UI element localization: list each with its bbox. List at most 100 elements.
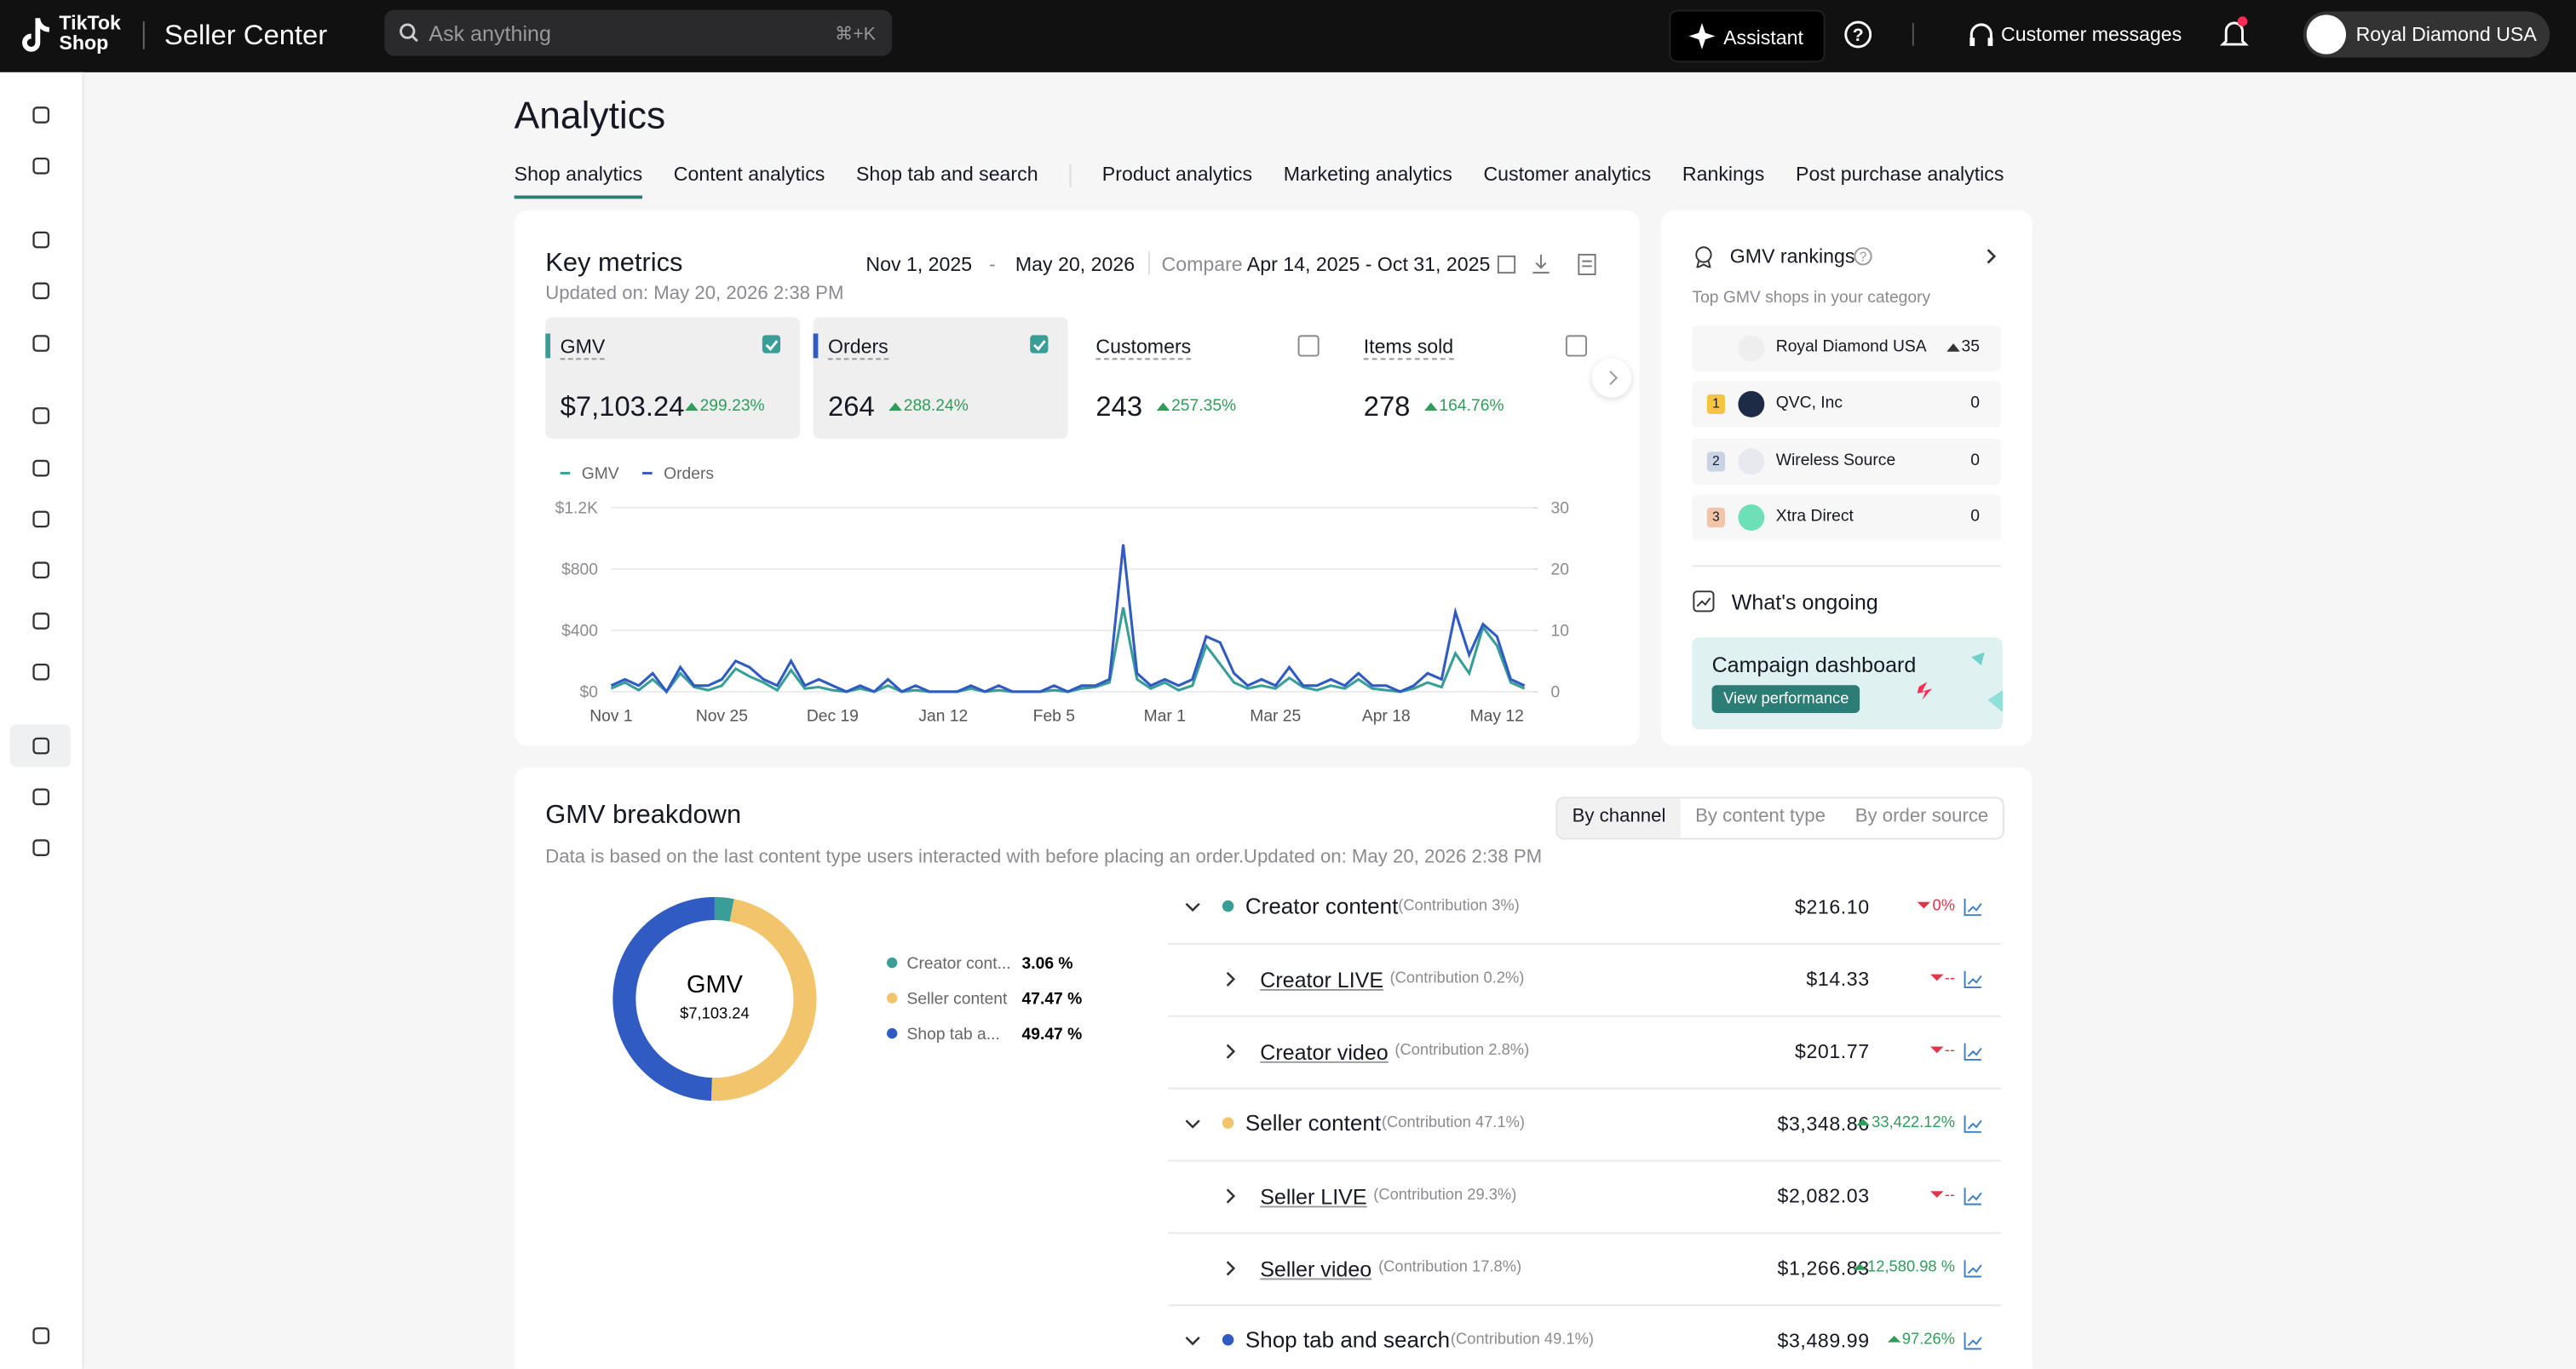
tab[interactable]: Rankings [1682, 162, 1765, 186]
chart-icon [1964, 1188, 1982, 1205]
trend-icon [1156, 402, 1170, 411]
tab[interactable]: Shop tab and search [855, 162, 1038, 186]
compare-range[interactable]: Apr 14, 2025 - Oct 31, 2025 [1246, 252, 1491, 276]
channel-row[interactable]: Shop tab and search (Contribution 49.1%) $… [1168, 1304, 2001, 1368]
campaign-card[interactable]: Campaign dashboard View performance [1692, 637, 2003, 730]
channel-change: 0% [1918, 897, 1955, 915]
date-end[interactable]: May 20, 2026 [1015, 252, 1136, 276]
sidebar [0, 72, 84, 1369]
nav-icon [32, 561, 50, 579]
contribution: (Contribution 17.8%) [1378, 1258, 1522, 1277]
check-icon [1033, 340, 1046, 351]
search-icon [400, 23, 418, 43]
section-title: Key metrics [545, 250, 683, 278]
checkbox[interactable] [762, 335, 781, 354]
toolbar-icons[interactable] [1497, 253, 1599, 276]
customer-messages[interactable]: Customer messages [2000, 22, 2182, 46]
tab[interactable]: Product analytics [1101, 162, 1253, 186]
checkbox[interactable] [1565, 335, 1587, 357]
metric-color-bar [545, 333, 551, 359]
channel-name: Creator content [1245, 894, 1399, 919]
channel-name: Seller LIVE [1260, 1184, 1367, 1210]
segment[interactable]: By order source [1854, 806, 1989, 827]
ranking-row[interactable]: 3 Xtra Direct 0 [1692, 494, 2001, 541]
assistant-label: Assistant [1723, 26, 1803, 49]
segment[interactable]: By channel [1557, 798, 1681, 838]
help-icon[interactable]: ? [1843, 20, 1873, 49]
channel-sub-row[interactable]: Creator LIVE (Contribution 0.2%) $14.33 -- [1168, 943, 2001, 1017]
rankings-subtitle: Top GMV shops in your category [1692, 289, 1931, 308]
channel-dot [1222, 900, 1234, 912]
channel-name: Seller content [1245, 1110, 1382, 1136]
channel-dot [1222, 1117, 1234, 1129]
chevron-icon [1185, 1336, 1200, 1346]
trend-icon [1887, 1335, 1900, 1343]
metric-card[interactable]: Items sold 278 164.76% [1348, 317, 1603, 439]
channel-row[interactable]: Creator content (Contribution 3%) $216.10 0… [1168, 871, 2001, 945]
chevron-icon[interactable] [1983, 246, 1999, 266]
channel-sub-row[interactable]: Creator video (Contribution 2.8%) $201.77 -… [1168, 1015, 2001, 1090]
channel-change: -- [1929, 969, 1955, 987]
compare-label: Compare [1161, 252, 1243, 276]
svg-text:?: ? [1860, 250, 1867, 265]
metric-card[interactable]: Customers 243 257.35% [1081, 317, 1336, 439]
channel-change: 33,422.12% [1856, 1114, 1955, 1132]
sparkle-icon [1688, 22, 1716, 49]
assistant-button[interactable]: Assistant [1669, 9, 1826, 63]
contribution: (Contribution 49.1%) [1450, 1331, 1594, 1349]
channel-sub-row[interactable]: Seller video (Contribution 17.8%) $1,266.8… [1168, 1232, 2001, 1307]
chevron-icon [1226, 1261, 1236, 1276]
trend-icon [1929, 1191, 1943, 1198]
view-performance-button[interactable]: View performance [1711, 685, 1860, 713]
next-button[interactable] [1591, 358, 1632, 398]
metric-card[interactable]: Orders 264 288.24% [813, 317, 1068, 439]
medal-icon [1695, 246, 1712, 268]
tab[interactable]: Content analytics [673, 162, 825, 186]
metric-label: GMV [560, 335, 606, 360]
channel-value: $1,266.83 [1777, 1257, 1870, 1280]
account-chip[interactable]: Royal Diamond USA [2303, 11, 2550, 58]
shop-logo [1738, 503, 1765, 531]
nav-icon [32, 106, 50, 124]
channel-sub-row[interactable]: Seller LIVE (Contribution 29.3%) $2,082.03… [1168, 1160, 2001, 1234]
bell-icon[interactable] [2219, 16, 2252, 52]
shop-name: Royal Diamond USA [1775, 338, 1927, 357]
tab[interactable]: Shop analytics [514, 163, 643, 199]
tab[interactable]: Customer analytics [1483, 162, 1652, 186]
tab[interactable]: Marketing analytics [1283, 162, 1452, 186]
segmented-control: By channel By content type By order source [1555, 797, 2005, 840]
checkbox[interactable] [1030, 335, 1049, 354]
trend-icon [685, 402, 699, 411]
checkbox[interactable] [1297, 335, 1320, 357]
ranking-row[interactable]: 1 QVC, Inc 0 [1692, 382, 2001, 429]
metric-label: Orders [827, 335, 888, 360]
channel-name: Seller video [1260, 1257, 1372, 1282]
shop-name: Xtra Direct [1775, 507, 1854, 526]
ongoing-title: What's ongoing [1731, 590, 1878, 615]
metric-value: 243 [1095, 390, 1143, 423]
channel-change: 97.26% [1887, 1331, 1955, 1349]
search-box[interactable]: Ask anything ⌘+K [384, 9, 893, 56]
channel-value: $3,348.86 [1777, 1112, 1870, 1136]
nav-icon [32, 282, 50, 300]
tab-bar: Shop analytics Content analytics Shop tab … [514, 162, 2004, 199]
divider [1692, 565, 2001, 567]
contribution: (Contribution 0.2%) [1389, 969, 1525, 988]
ranking-row[interactable]: Royal Diamond USA 35 [1692, 325, 2001, 371]
channel-row[interactable]: Seller content (Contribution 47.1%) $3,348… [1168, 1088, 2001, 1162]
tab[interactable]: Post purchase analytics [1796, 162, 2004, 186]
ranking-row[interactable]: 2 Wireless Source 0 [1692, 438, 2001, 485]
decoration [1917, 652, 2003, 713]
trend-icon [1946, 343, 1960, 352]
metric-value: $7,103.24 [560, 390, 685, 423]
nav-icon [32, 788, 50, 806]
date-start[interactable]: Nov 1, 2025 [865, 252, 973, 276]
campaign-title: Campaign dashboard [1711, 652, 1917, 677]
metric-change: 288.24% [885, 398, 969, 416]
metric-card[interactable]: GMV $7,103.24 299.23% [545, 317, 801, 439]
segment[interactable]: By content type [1695, 806, 1826, 827]
metric-label: Items sold [1363, 335, 1454, 360]
